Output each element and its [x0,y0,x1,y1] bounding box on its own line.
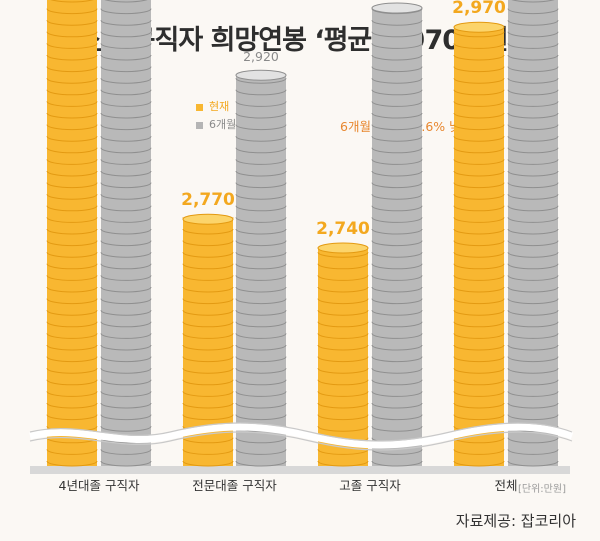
category-label-2: 고졸 구직자 [339,478,401,493]
chart-floor [30,466,570,474]
bar-current-3 [453,21,505,467]
axis-break-wave [29,423,574,449]
bar-current-2 [317,242,369,467]
category-label-1: 전문대졸 구직자 [192,478,277,493]
category-label-0: 4년대졸 구직자 [59,478,140,493]
bar-previous-3 [507,0,559,467]
bar-previous-1 [235,69,287,467]
bar-previous-2 [371,2,423,467]
data-label-previous-1: 2,920 [243,49,279,64]
unit-label: [단위:만원] [518,484,566,495]
legend-swatch-previous [196,121,203,129]
bar-current-0 [46,0,98,467]
legend-label-current: 현재 [209,100,230,113]
source-credit: 자료제공: 잡코리아 [455,512,576,530]
data-label-current-1: 2,770 [181,190,235,210]
chart-title: 신입구직자 희망연봉 ‘평균 2,970만원’ [82,25,518,56]
legend-item-current: 현재 [196,98,250,116]
bar-previous-0 [100,0,152,467]
category-label-3: 전체 [494,478,517,493]
data-label-current-2: 2,740 [316,219,370,239]
legend-swatch-current [196,103,203,111]
data-label-current-3: 2,970 [452,0,506,18]
